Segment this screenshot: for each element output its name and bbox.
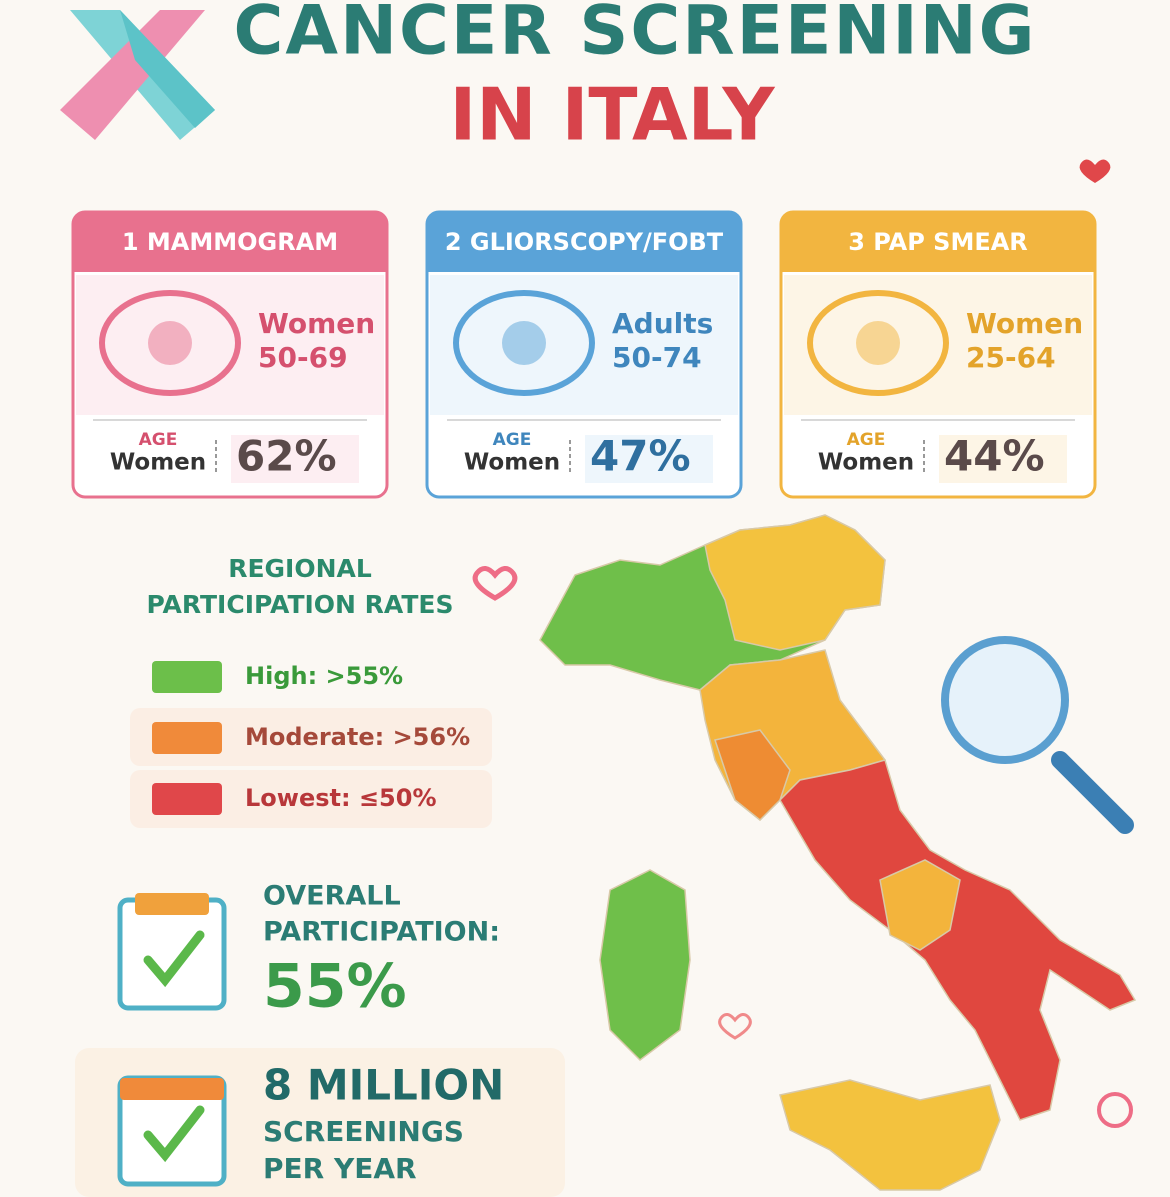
legend-label: Lowest: ≤50% — [245, 784, 437, 812]
card-icon-detail — [148, 321, 192, 365]
card-rate: 62% — [236, 432, 337, 481]
volume-label-line-2: PER YEAR — [263, 1152, 417, 1185]
legend-label: Moderate: >56% — [245, 723, 470, 751]
card-rate: 44% — [944, 432, 1045, 481]
card-title: 1 MAMMOGRAM — [122, 228, 338, 256]
card-rate-bg — [231, 435, 359, 483]
card-rate-bg — [585, 435, 713, 483]
overall-value: 55% — [263, 952, 407, 1022]
legend: High: >55% Moderate: >56% Lowest: ≤50% — [152, 661, 470, 815]
heart-icon — [1079, 159, 1111, 183]
card-age-range: 25-64 — [966, 341, 1056, 374]
heart-icon — [718, 1013, 752, 1040]
legend-label: High: >55% — [245, 662, 403, 690]
card-rate: 47% — [590, 432, 691, 481]
volume-label-line-1: SCREENINGS — [263, 1115, 464, 1148]
card-title: 3 PAP SMEAR — [848, 228, 1028, 256]
ring-icon — [1097, 1092, 1133, 1128]
card-title: 2 GLIORSCOPY/FOBT — [445, 228, 724, 256]
title-line-2: IN ITALY — [450, 73, 776, 157]
calendar-icon — [117, 1075, 227, 1187]
card-age-label: AGE — [493, 430, 532, 450]
legend-title-line-1: REGIONAL — [228, 554, 372, 583]
title-line-1: CANCER SCREENING — [234, 0, 1037, 71]
card-population: Women — [110, 450, 206, 476]
card-population: Women — [818, 450, 914, 476]
card-group: Women — [258, 307, 375, 340]
ribbon-icon — [60, 10, 215, 140]
magnifier-icon — [941, 636, 1134, 834]
card-rate-bg — [939, 435, 1067, 483]
card-header — [73, 212, 387, 272]
card-group: Adults — [612, 307, 713, 340]
card-age-range: 50-74 — [612, 341, 702, 374]
card-age-label: AGE — [847, 430, 886, 450]
legend-swatch — [152, 661, 222, 693]
overall-label-line-1: OVERALL — [263, 881, 401, 912]
legend-swatch — [152, 783, 222, 815]
card-population: Women — [464, 450, 560, 476]
card-group: Women — [966, 307, 1083, 340]
card-icon-detail — [502, 321, 546, 365]
heart-icon — [472, 566, 518, 601]
overall-label-line-2: PARTICIPATION: — [263, 917, 500, 948]
legend-swatch — [152, 722, 222, 754]
legend-title-line-2: PARTICIPATION RATES — [147, 590, 454, 619]
card-age-range: 50-69 — [258, 341, 348, 374]
italy-map — [539, 514, 1137, 1191]
card-header — [427, 212, 741, 272]
card-icon-detail — [856, 321, 900, 365]
checklist-icon — [117, 893, 227, 1011]
card-age-label: AGE — [139, 430, 178, 450]
volume-value: 8 MILLION — [263, 1061, 504, 1110]
card-header — [781, 212, 1095, 272]
